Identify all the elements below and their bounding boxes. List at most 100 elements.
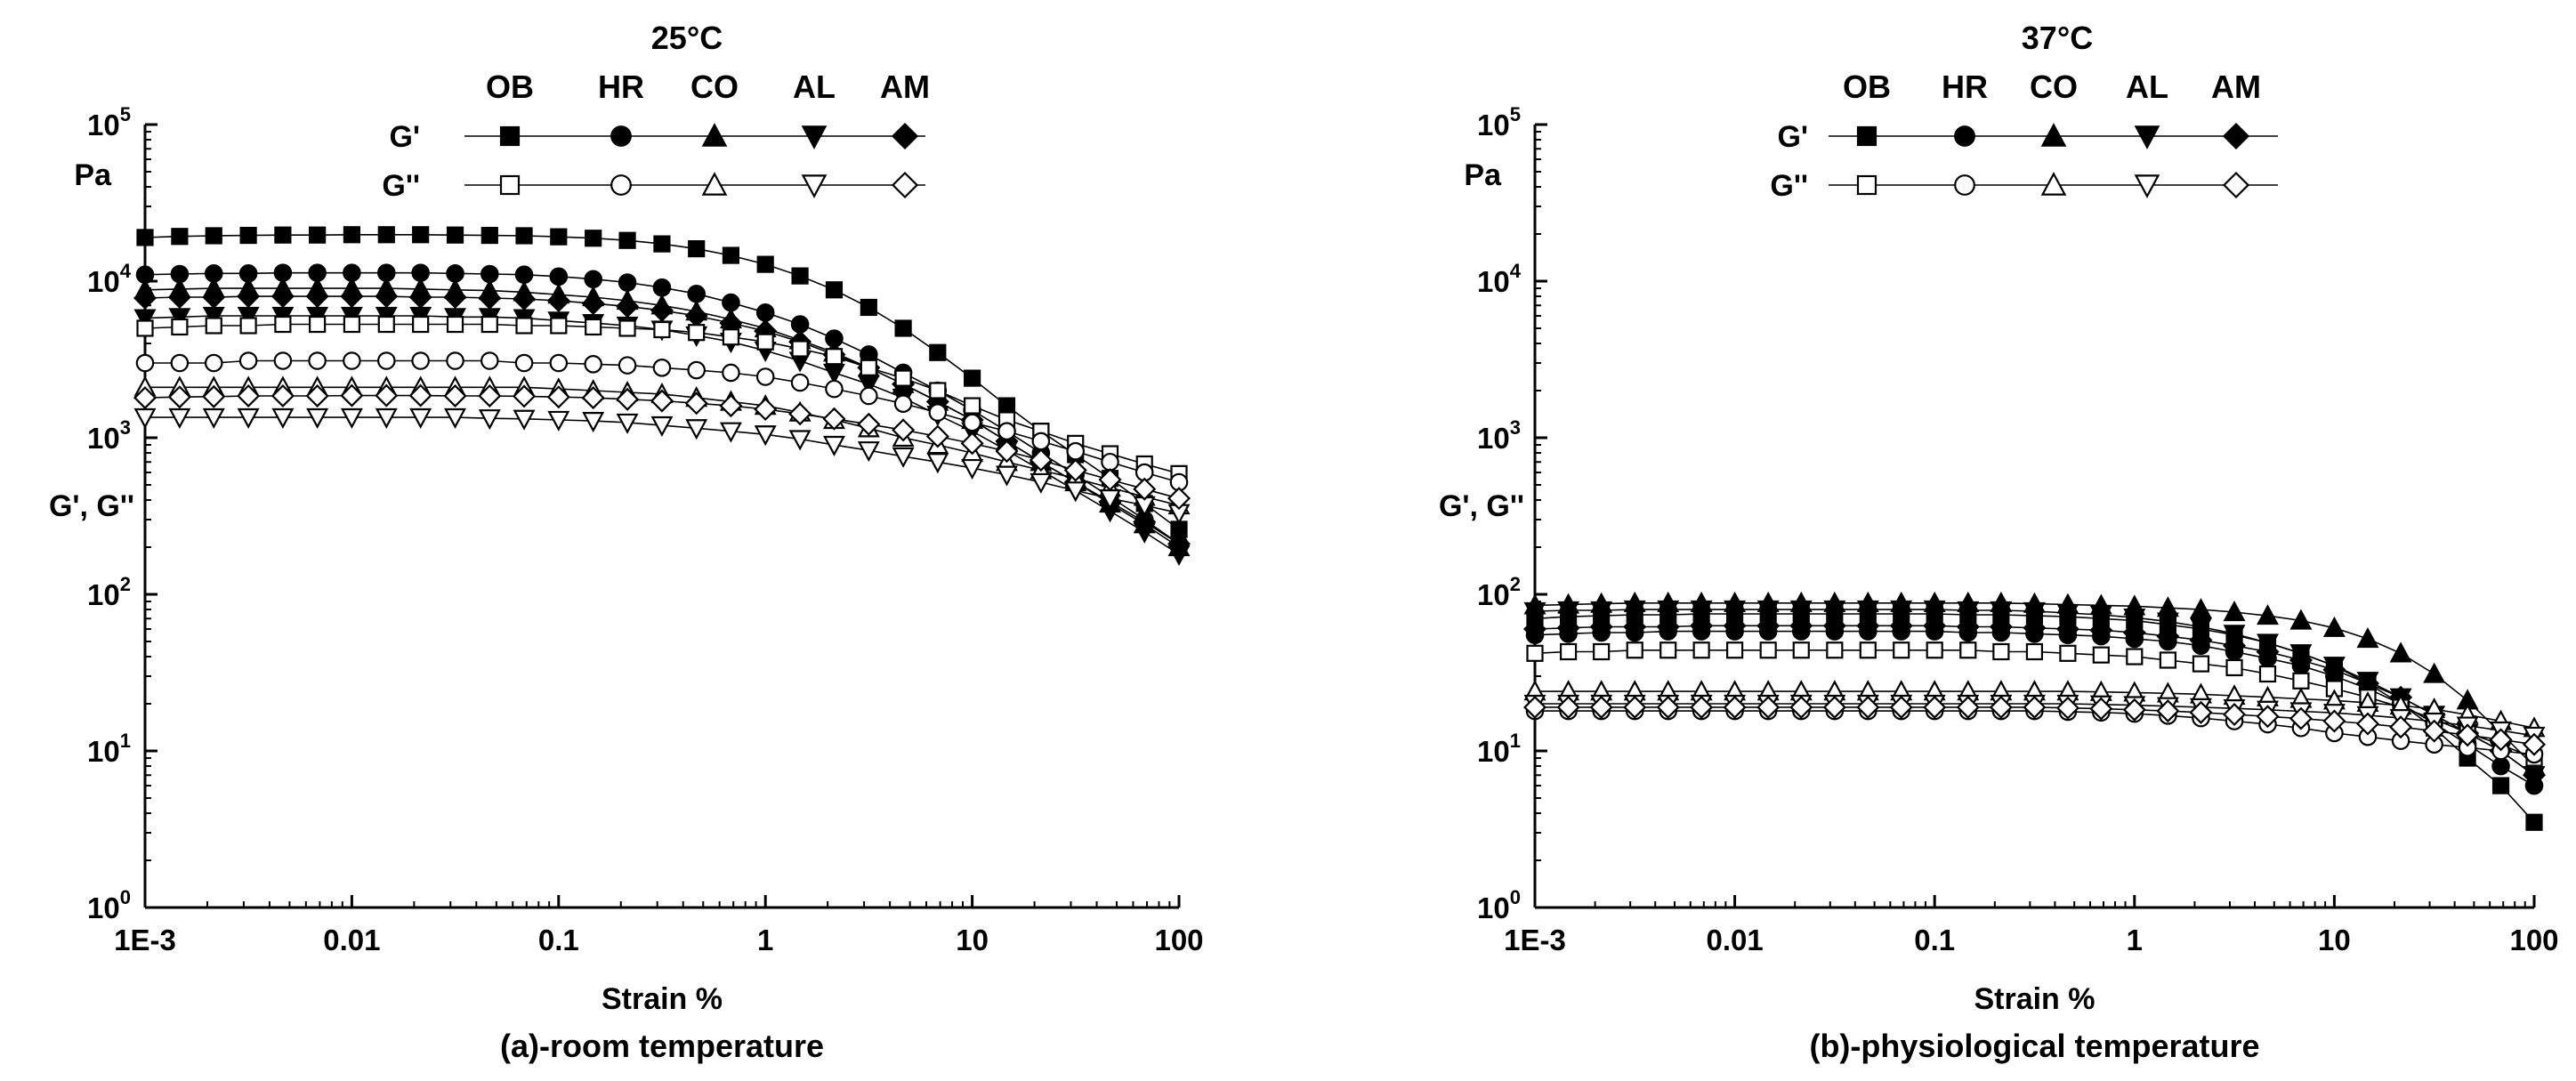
data-point bbox=[963, 413, 981, 432]
data-point bbox=[1856, 695, 1880, 719]
x-tick-label: 10 bbox=[956, 924, 989, 956]
y-unit-label: Pa bbox=[1464, 158, 1502, 192]
data-point bbox=[688, 324, 706, 342]
data-point bbox=[584, 270, 602, 289]
data-point bbox=[1893, 641, 1910, 659]
data-point bbox=[446, 351, 464, 370]
data-point bbox=[514, 353, 534, 373]
data-point bbox=[1789, 614, 1813, 638]
data-point bbox=[1626, 641, 1643, 659]
data-point bbox=[1690, 695, 1714, 719]
data-point bbox=[2123, 609, 2146, 630]
data-point bbox=[2156, 612, 2179, 633]
legend-column-al: AL bbox=[793, 69, 836, 105]
data-point bbox=[547, 410, 570, 432]
y-axis-label: G', G'' bbox=[1439, 489, 1524, 523]
legend-column-am: AM bbox=[880, 69, 930, 105]
y-tick-exponent: 2 bbox=[1510, 573, 1521, 595]
data-point bbox=[1856, 600, 1879, 621]
data-point bbox=[202, 407, 225, 429]
data-point bbox=[585, 318, 602, 336]
data-point bbox=[2322, 709, 2346, 733]
legend-column-hr: HR bbox=[1942, 69, 1988, 105]
data-point bbox=[375, 407, 398, 429]
data-point bbox=[1167, 487, 1191, 511]
data-point bbox=[409, 407, 432, 429]
data-point bbox=[1522, 695, 1547, 719]
data-point bbox=[1690, 600, 1713, 621]
data-point bbox=[343, 226, 360, 244]
data-point bbox=[860, 298, 877, 317]
data-point bbox=[480, 351, 499, 370]
data-point bbox=[1690, 614, 1714, 638]
data-point bbox=[2023, 601, 2046, 623]
data-point bbox=[756, 333, 774, 351]
data-point bbox=[822, 435, 845, 456]
data-point bbox=[167, 385, 191, 409]
y-tick-exponent: 5 bbox=[1510, 103, 1521, 125]
data-point bbox=[2491, 777, 2510, 795]
data-point bbox=[2422, 719, 2446, 743]
data-point bbox=[1526, 644, 1544, 662]
data-point bbox=[2122, 698, 2146, 722]
y-tick-label: 103 bbox=[1477, 416, 1521, 455]
data-point bbox=[791, 267, 809, 285]
data-point bbox=[754, 425, 777, 447]
data-point bbox=[687, 360, 706, 380]
data-point bbox=[239, 226, 257, 245]
y-tick-exponent: 3 bbox=[120, 416, 131, 439]
data-point bbox=[1890, 600, 1913, 621]
data-point bbox=[1593, 642, 1611, 661]
data-point bbox=[825, 348, 844, 366]
data-point bbox=[2056, 603, 2079, 625]
data-point bbox=[2289, 609, 2313, 630]
data-point bbox=[443, 383, 467, 408]
data-point bbox=[963, 397, 981, 415]
data-point bbox=[892, 418, 916, 442]
y-tick-label: 104 bbox=[87, 260, 132, 298]
data-point bbox=[1066, 441, 1086, 461]
data-point bbox=[2055, 696, 2079, 720]
legend-row-label: G'' bbox=[382, 169, 420, 203]
data-point bbox=[1031, 432, 1051, 451]
data-point bbox=[237, 285, 261, 309]
data-point bbox=[618, 319, 636, 337]
data-point bbox=[755, 367, 775, 386]
data-point bbox=[136, 229, 154, 246]
data-point bbox=[1923, 614, 1947, 638]
data-point bbox=[1759, 641, 1777, 659]
x-tick-label: 1E-3 bbox=[1504, 924, 1566, 956]
data-point bbox=[2189, 628, 2213, 652]
legend-marker-triangle-up bbox=[2040, 172, 2067, 196]
data-point bbox=[1992, 642, 2010, 661]
data-point bbox=[204, 353, 223, 373]
legend-marker-circle bbox=[1954, 125, 1975, 147]
data-point bbox=[133, 309, 157, 330]
data-point bbox=[2023, 695, 2047, 719]
data-point bbox=[1692, 641, 1710, 659]
series-hr-loss bbox=[135, 351, 1189, 492]
data-point bbox=[860, 359, 877, 376]
data-point bbox=[1923, 695, 1947, 719]
series-al-storage bbox=[1523, 600, 2546, 787]
data-point bbox=[306, 407, 329, 429]
x-tick-label: 1E-3 bbox=[114, 924, 176, 956]
data-point bbox=[170, 353, 190, 373]
data-point bbox=[825, 281, 844, 299]
data-point bbox=[2256, 640, 2280, 664]
data-point bbox=[1990, 601, 2013, 622]
panel-subtitle: (a)-room temperature bbox=[500, 1028, 824, 1064]
data-point bbox=[929, 382, 947, 399]
data-point bbox=[167, 285, 191, 310]
data-point bbox=[408, 285, 432, 310]
data-point bbox=[2522, 732, 2547, 756]
data-point bbox=[894, 319, 912, 337]
data-point bbox=[478, 383, 502, 408]
data-point bbox=[1792, 641, 1810, 659]
data-point bbox=[687, 284, 706, 303]
x-axis-label: Strain % bbox=[602, 982, 723, 1016]
data-point bbox=[825, 379, 844, 399]
data-point bbox=[2423, 662, 2446, 683]
y-tick-label: 102 bbox=[87, 573, 131, 611]
data-point bbox=[650, 298, 674, 322]
